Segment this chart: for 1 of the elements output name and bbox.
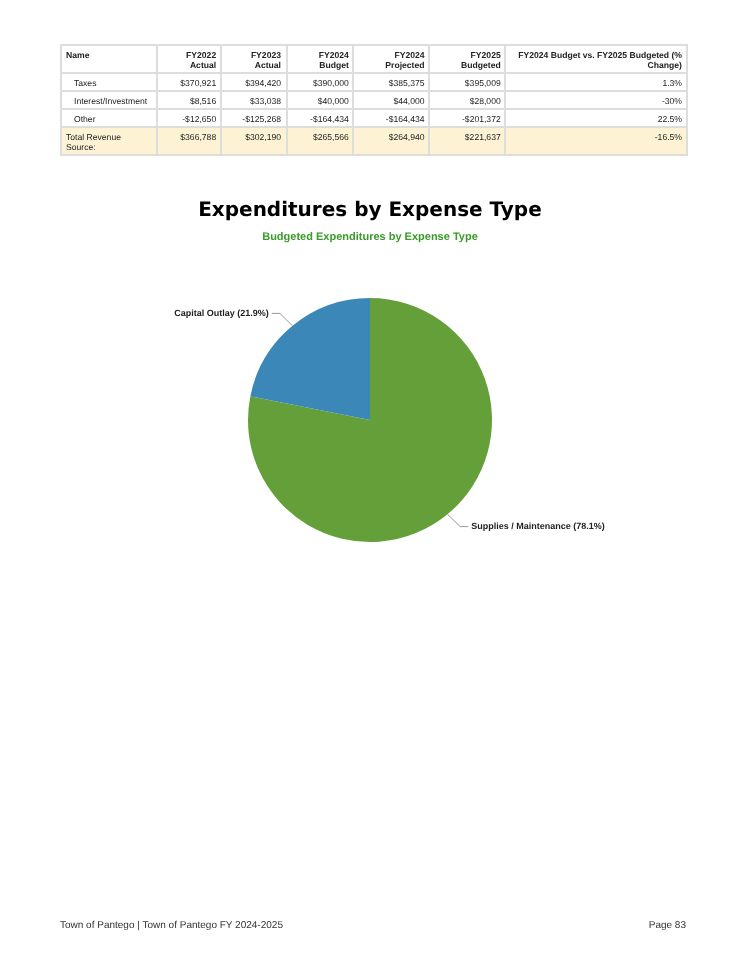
chart-title: Expenditures by Expense Type [196,200,544,222]
